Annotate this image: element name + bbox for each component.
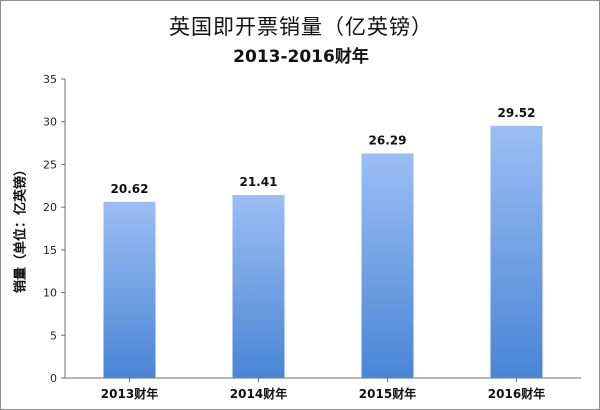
axes-group: 0 5 10 15 20 25 30 35 bbox=[43, 73, 581, 385]
y-tick-label: 15 bbox=[43, 244, 57, 257]
y-tick-label: 25 bbox=[43, 158, 57, 171]
bar bbox=[232, 195, 285, 378]
x-tick-label: 2015财年 bbox=[359, 386, 416, 401]
y-axis-label: 销量（单位：亿英镑） bbox=[13, 162, 29, 294]
bar-value-label: 26.29 bbox=[369, 133, 407, 147]
chart-subtitle: 2013-2016财年 bbox=[233, 47, 369, 67]
y-tick-label: 30 bbox=[43, 116, 57, 129]
bars-group bbox=[103, 125, 543, 379]
bar-value-label: 20.62 bbox=[111, 182, 149, 196]
bar-value-label: 21.41 bbox=[240, 175, 278, 189]
x-tick-label: 2016财年 bbox=[488, 386, 545, 401]
chart-title: 英国即开票销量（亿英镑） bbox=[169, 15, 433, 39]
x-tick-label: 2013财年 bbox=[101, 386, 158, 401]
y-tick-label: 20 bbox=[43, 201, 57, 214]
bar bbox=[361, 153, 414, 378]
labels-group: 20.62 2013财年 21.41 2014财年 26.29 2015财年 29.52 20… bbox=[101, 106, 545, 401]
y-tick-label: 10 bbox=[43, 287, 57, 300]
y-tick-label: 35 bbox=[43, 73, 57, 86]
x-tick-label: 2014财年 bbox=[230, 386, 287, 401]
bar bbox=[490, 125, 543, 379]
bar bbox=[103, 201, 156, 378]
bar-value-label: 29.52 bbox=[498, 106, 536, 120]
y-tick-label: 5 bbox=[50, 329, 57, 342]
y-tick-label: 0 bbox=[50, 372, 57, 385]
